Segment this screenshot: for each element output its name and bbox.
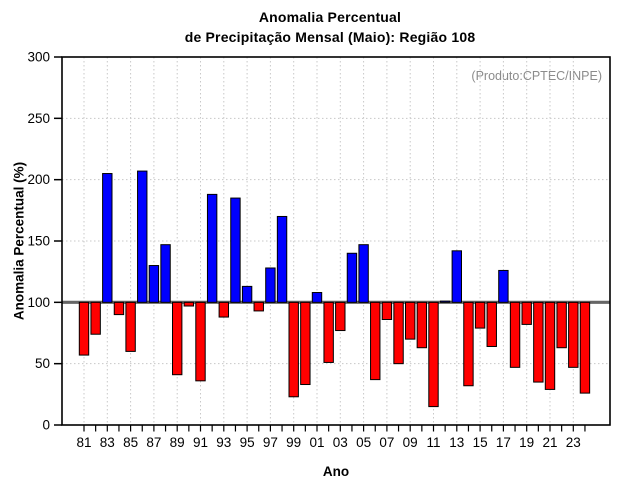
bar-1993 xyxy=(218,301,230,318)
x-tick-label-13: 13 xyxy=(449,435,464,450)
bar-1984 xyxy=(113,301,125,316)
x-tick-label-21: 21 xyxy=(542,435,557,450)
bar-2023 xyxy=(568,301,579,368)
x-tick-label-15: 15 xyxy=(473,435,488,450)
bar-1985 xyxy=(125,301,136,352)
bar-2016 xyxy=(486,301,497,347)
bar-2020 xyxy=(533,301,544,383)
bar-2005 xyxy=(358,244,369,303)
x-tick-label-23: 23 xyxy=(566,435,581,450)
bar-1987 xyxy=(148,265,160,303)
x-tick-label-81: 81 xyxy=(76,435,91,450)
bar-1989 xyxy=(172,301,183,376)
bar-2019 xyxy=(521,301,532,325)
bar-2006 xyxy=(370,301,381,381)
bar-2013 xyxy=(451,250,463,303)
x-tick-label-93: 93 xyxy=(216,435,231,450)
bar-2009 xyxy=(405,301,416,340)
bar-1983 xyxy=(102,173,113,303)
bar-2011 xyxy=(428,301,439,408)
x-axis-title: Ano xyxy=(322,464,350,479)
x-tick-label-87: 87 xyxy=(146,435,161,450)
chart-title-line1: Anomalia Percentual xyxy=(258,9,402,25)
bar-2001 xyxy=(311,292,323,303)
bar-2018 xyxy=(509,301,521,368)
y-tick-label: 300 xyxy=(27,50,50,65)
x-tick-label-17: 17 xyxy=(496,435,511,450)
bar-1994 xyxy=(230,197,241,303)
bar-1996 xyxy=(253,301,264,312)
bar-1995 xyxy=(241,285,253,303)
x-tick-label-89: 89 xyxy=(170,435,185,450)
chart-title-line2: de Precipitação Mensal (Maio): Região 10… xyxy=(184,29,476,45)
bar-1997 xyxy=(265,267,276,303)
bar-2015 xyxy=(474,301,486,329)
x-tick-label-11: 11 xyxy=(426,435,440,450)
bar-2017 xyxy=(498,269,509,303)
y-tick-label: 100 xyxy=(27,295,50,310)
bar-2000 xyxy=(300,301,311,386)
bar-1992 xyxy=(206,193,218,303)
y-tick-label: 250 xyxy=(27,111,50,126)
bar-1998 xyxy=(276,215,288,303)
bar-2012 xyxy=(439,300,451,303)
bar-1990 xyxy=(183,301,195,307)
y-tick-label: 50 xyxy=(35,356,50,371)
bar-2002 xyxy=(323,301,334,363)
bar-1981 xyxy=(78,301,90,356)
y-tick-label: 150 xyxy=(27,234,50,249)
bar-2003 xyxy=(335,301,346,332)
bar-2008 xyxy=(393,301,404,365)
bar-1999 xyxy=(288,301,299,398)
bar-1991 xyxy=(195,301,206,382)
bar-2014 xyxy=(463,301,474,387)
x-tick-label-01: 01 xyxy=(309,435,324,450)
x-tick-label-83: 83 xyxy=(100,435,115,450)
x-tick-label-19: 19 xyxy=(519,435,534,450)
x-tick-label-97: 97 xyxy=(263,435,278,450)
bar-2021 xyxy=(544,301,556,390)
bar-1988 xyxy=(160,244,171,303)
bar-2024 xyxy=(579,301,591,394)
x-tick-label-07: 07 xyxy=(379,435,394,450)
bar-2022 xyxy=(556,301,567,349)
y-tick-label: 0 xyxy=(42,418,50,433)
product-credit-label: (Produto:CPTEC/INPE) xyxy=(471,69,602,83)
x-tick-label-09: 09 xyxy=(403,435,418,450)
bar-2007 xyxy=(381,301,393,321)
bar-2010 xyxy=(416,301,428,349)
x-tick-label-95: 95 xyxy=(240,435,255,450)
x-tick-label-91: 91 xyxy=(193,435,208,450)
y-tick-label: 200 xyxy=(27,172,50,187)
x-tick-label-99: 99 xyxy=(286,435,301,450)
bar-2004 xyxy=(346,252,358,303)
x-tick-label-05: 05 xyxy=(356,435,371,450)
bar-1982 xyxy=(90,301,101,335)
x-tick-label-85: 85 xyxy=(123,435,138,450)
bar-1986 xyxy=(137,170,148,303)
x-tick-label-03: 03 xyxy=(333,435,348,450)
